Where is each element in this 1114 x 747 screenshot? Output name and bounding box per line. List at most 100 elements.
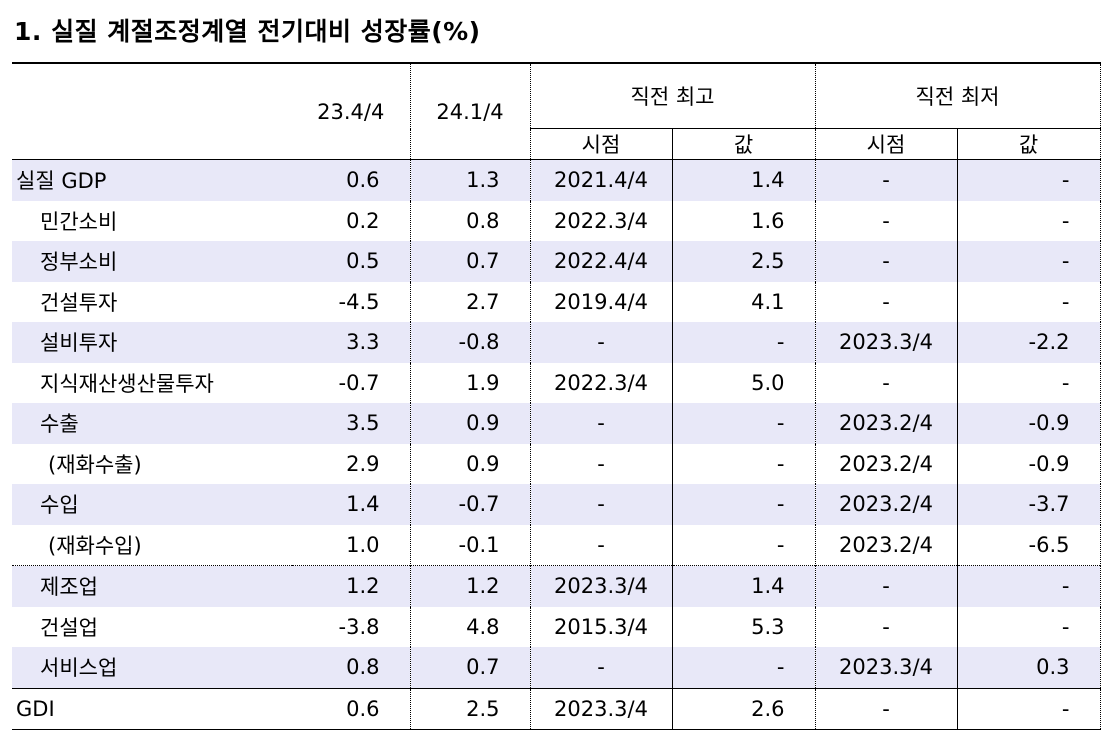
cell: -: [815, 606, 958, 647]
row-label: 제조업: [12, 565, 292, 607]
row-label: 실질 GDP: [12, 159, 292, 201]
header-cell: [12, 62, 292, 160]
cell: 2023.2/4: [815, 443, 958, 484]
cell: -: [957, 241, 1101, 282]
cell: -: [672, 524, 816, 566]
table-row: 지식재산생산물투자 -0.7 1.9 2022.3/4 5.0- -: [12, 362, 1101, 403]
cell: -: [957, 159, 1101, 201]
cell: 2023.3/4: [815, 647, 958, 688]
cell: -: [957, 687, 1101, 730]
cell: -: [957, 565, 1101, 607]
cell: -4.5: [292, 281, 411, 322]
cell: 1.2: [410, 565, 531, 607]
cell: -: [957, 362, 1101, 403]
cell: -3.7: [957, 484, 1101, 525]
cell: 2.5: [672, 241, 816, 282]
cell: 0.7: [410, 241, 531, 282]
subheader-cell: 시점: [815, 128, 958, 160]
cell: -0.7: [292, 362, 411, 403]
cell: -: [815, 687, 958, 730]
cell: -3.8: [292, 606, 411, 647]
cell: 2023.3/4: [530, 565, 673, 607]
cell: 5.0: [672, 362, 816, 403]
row-label: 건설업: [40, 615, 98, 640]
cell: -: [815, 241, 958, 282]
cell: 2.6: [672, 687, 816, 730]
cell: 1.6: [672, 200, 816, 241]
cell: 2.5: [410, 687, 531, 730]
cell: 1.4: [672, 159, 816, 201]
cell: -: [815, 200, 958, 241]
table-row: 수출 3.5 0.9- -2023.2/4 -0.9: [12, 403, 1101, 444]
cell: -0.1: [410, 524, 531, 566]
group-header: 직전 최저: [815, 62, 1101, 129]
table-row: GDI 0.6 2.5 2023.3/4 2.6- -: [12, 687, 1101, 730]
row-label: 수입: [12, 484, 292, 525]
cell: 1.2: [292, 565, 411, 607]
group-header: 직전 최고: [530, 62, 816, 129]
cell: 2023.3/4: [530, 687, 673, 730]
row-label: (재화수출): [48, 452, 142, 477]
table-row: 정부소비 0.5 0.7 2022.4/4 2.5- -: [12, 241, 1101, 282]
growth-table: 23.4/4 24.1/4 직전 최고 직전 최저 시점 값 시점 값 실질 GDP 0.6 1.…: [12, 62, 1101, 730]
cell: -: [957, 281, 1101, 322]
cell: 0.7: [410, 647, 531, 688]
title: 1. 실질 계절조정계열 전기대비 성장률(%): [14, 17, 481, 46]
cell: -: [957, 606, 1101, 647]
cell: 2023.2/4: [815, 403, 958, 444]
cell: -: [815, 362, 958, 403]
cell: 2021.4/4: [530, 159, 673, 201]
cell: 2.9: [292, 443, 411, 484]
cell: 0.2: [292, 200, 411, 241]
cell: -: [530, 403, 673, 444]
cell: -: [530, 443, 673, 484]
cell: -: [530, 524, 673, 566]
cell: 2.7: [410, 281, 531, 322]
cell: -: [672, 647, 816, 688]
cell: 2022.3/4: [530, 200, 673, 241]
cell: 0.9: [410, 403, 531, 444]
cell: 1.4: [672, 565, 816, 607]
cell: 0.9: [410, 443, 531, 484]
table-row: (재화수출) 2.9 0.9- -2023.2/4 -0.9: [12, 443, 1101, 484]
row-label: 민간소비: [40, 209, 118, 234]
column-header: 23.4/4: [292, 62, 411, 160]
row-label: 서비스업: [12, 647, 292, 688]
subheader-cell: 값: [672, 128, 816, 160]
cell: -0.8: [410, 322, 531, 363]
table-row: 건설업 -3.8 4.8 2015.3/4 5.3- -: [12, 606, 1101, 647]
cell: -: [672, 443, 816, 484]
subheader-row: 시점 값 시점 값: [12, 128, 1101, 160]
cell: 0.8: [410, 200, 531, 241]
cell: -: [672, 484, 816, 525]
cell: -: [672, 403, 816, 444]
cell: 0.6: [292, 687, 411, 730]
cell: 2019.4/4: [530, 281, 673, 322]
table-row: 설비투자 3.3 -0.8- -2023.3/4 -2.2: [12, 322, 1101, 363]
cell: -: [815, 565, 958, 607]
cell: 0.5: [292, 241, 411, 282]
table-row: 민간소비 0.2 0.8 2022.3/4 1.6- -: [12, 200, 1101, 241]
cell: 2022.3/4: [530, 362, 673, 403]
cell: 0.3: [957, 647, 1101, 688]
column-header: 24.1/4: [410, 62, 531, 160]
table-row: 제조업 1.2 1.2 2023.3/4 1.4- -: [12, 565, 1101, 607]
row-label: GDI: [12, 687, 292, 730]
cell: -: [672, 322, 816, 363]
cell: 1.4: [292, 484, 411, 525]
cell: -: [957, 200, 1101, 241]
row-label: 건설투자: [40, 290, 118, 315]
cell: -: [815, 281, 958, 322]
cell: -: [530, 322, 673, 363]
cell: 1.9: [410, 362, 531, 403]
subheader-cell: 시점: [530, 128, 673, 160]
cell: 1.0: [292, 524, 411, 566]
row-label: 정부소비: [12, 241, 292, 282]
row-label: 설비투자: [12, 322, 292, 363]
cell: -0.7: [410, 484, 531, 525]
cell: 2023.3/4: [815, 322, 958, 363]
cell: 4.1: [672, 281, 816, 322]
table-row: 수입 1.4 -0.7- -2023.2/4 -3.7: [12, 484, 1101, 525]
cell: 2023.2/4: [815, 484, 958, 525]
